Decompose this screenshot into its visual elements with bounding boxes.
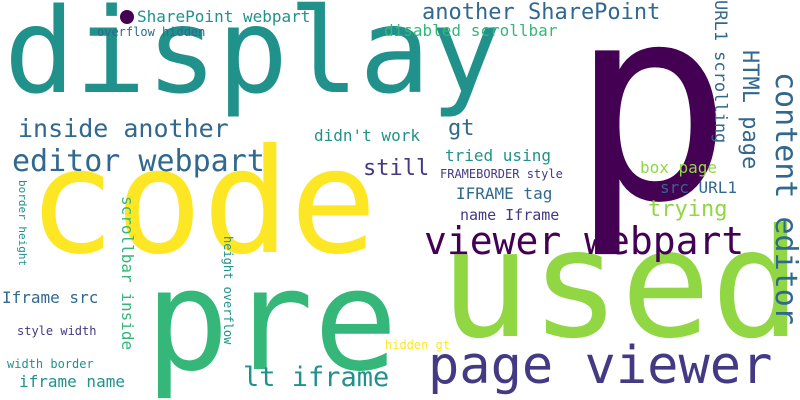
word-url1-scrolling: URL1 scrolling (710, 0, 730, 144)
dot-mark (120, 10, 134, 24)
word-src-url1: src URL1 (660, 178, 738, 197)
word-tried-using: tried using (445, 146, 551, 165)
word-html-page: HTML page (737, 50, 762, 170)
word-another-sharepoint: another SharePoint (422, 0, 661, 25)
word-editor-webpart: editor webpart (12, 144, 265, 179)
word-pre: pre (145, 240, 398, 400)
word-code: code (28, 118, 378, 287)
word-border-height: border height (16, 180, 29, 267)
word-frameborder-style: FRAMEBORDER style (440, 167, 563, 181)
word-iframe-src: Iframe src (2, 288, 99, 307)
word-name-iframe: name Iframe (460, 206, 560, 224)
word-still: still (363, 156, 430, 181)
word-lt-iframe: lt iframe (243, 362, 390, 393)
word-box-page: box page (640, 158, 718, 177)
word-viewer-webpart: viewer webpart (424, 219, 745, 263)
word-scrollbar-inside: scrollbar inside (118, 196, 137, 351)
word-disabled-scrollbar: disabled scrollbar (384, 21, 558, 40)
word-height-overflow: height overflow (221, 236, 235, 345)
word-iframe-tag: IFRAME tag (456, 184, 553, 203)
word-p: p (570, 0, 733, 262)
word-trying: trying (648, 197, 728, 222)
word-content-editor: content editor (768, 72, 800, 325)
word-style-width: style width (17, 324, 97, 338)
word-sharepoint-webpart: SharePoint webpart (137, 7, 311, 26)
word-didnt-work: didn't work (314, 126, 420, 145)
word-overflow-hidden: overflow hidden (97, 25, 206, 39)
word-inside-another: inside another (18, 114, 229, 143)
word-display: display (4, 0, 502, 120)
word-iframe-name: iframe name (19, 372, 125, 391)
word-hidden-gt: hidden gt (385, 338, 451, 352)
word-used: used (440, 198, 800, 372)
word-page-viewer: page viewer (428, 336, 773, 396)
word-gt: gt (448, 116, 475, 141)
word-width-border: width border (7, 357, 94, 371)
